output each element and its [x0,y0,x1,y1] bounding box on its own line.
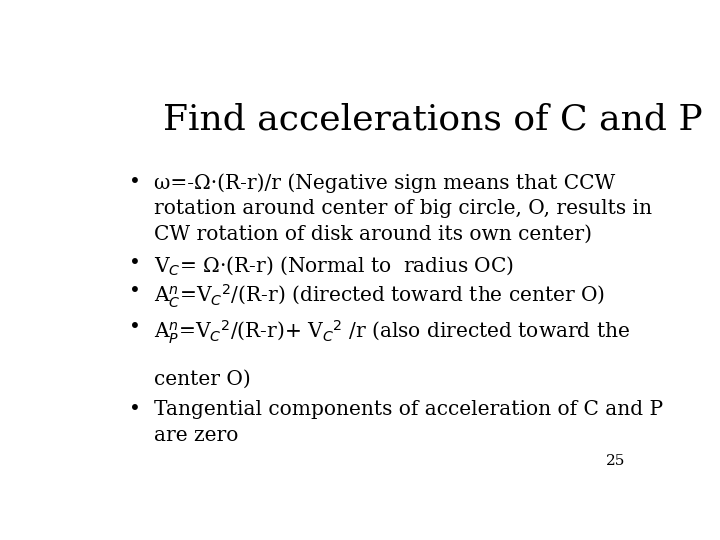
Text: rotation around center of big circle, O, results in: rotation around center of big circle, O,… [154,199,652,218]
Text: are zero: are zero [154,426,238,445]
Text: •: • [129,400,141,419]
Text: center O): center O) [154,370,251,389]
Text: V$_{C}$= Ω·(R-r) (Normal to  radius OC): V$_{C}$= Ω·(R-r) (Normal to radius OC) [154,254,514,277]
Text: CW rotation of disk around its own center): CW rotation of disk around its own cente… [154,225,592,244]
Text: Tangential components of acceleration of C and P: Tangential components of acceleration of… [154,400,663,419]
Text: A$^{n}_{C}$=V$_{C}$$^{2}$/(R-r) (directed toward the center O): A$^{n}_{C}$=V$_{C}$$^{2}$/(R-r) (directe… [154,282,606,309]
Text: 25: 25 [606,454,626,468]
Text: ω=-Ω·(R-r)/r (Negative sign means that CCW: ω=-Ω·(R-r)/r (Negative sign means that C… [154,173,616,193]
Text: A$^{n}_{P}$=V$_{C}$$^{2}$/(R-r)+ V$_{C}$$^{2}$ /r (also directed toward the: A$^{n}_{P}$=V$_{C}$$^{2}$/(R-r)+ V$_{C}$… [154,319,630,346]
Text: •: • [129,282,141,301]
Text: Find accelerations of C and P: Find accelerations of C and P [163,102,702,136]
Text: •: • [129,254,141,273]
Text: •: • [129,173,141,192]
Text: •: • [129,319,141,338]
